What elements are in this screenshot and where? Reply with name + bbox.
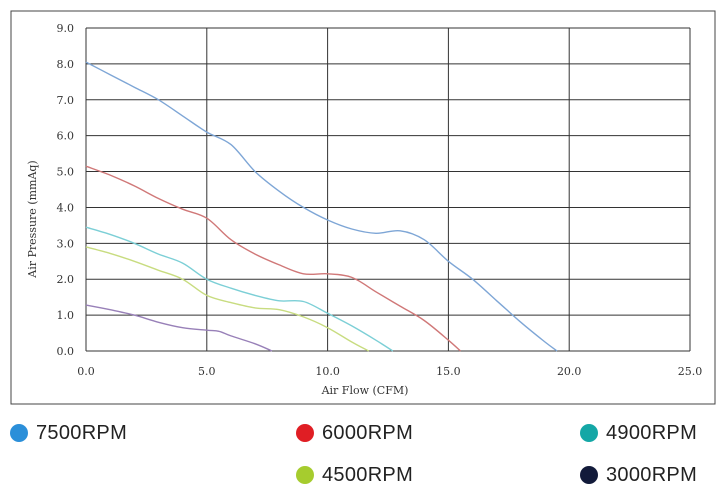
x-tick-label: 25.0	[678, 365, 703, 378]
y-tick-label: 8.0	[57, 58, 75, 71]
x-tick-label: 10.0	[315, 365, 340, 378]
y-tick-label: 6.0	[57, 130, 75, 143]
legend-label: 4500RPM	[322, 463, 414, 486]
legend-item-4500rpm: 4500RPM	[296, 462, 413, 488]
x-tick-label: 5.0	[198, 365, 216, 378]
x-tick-label: 20.0	[557, 365, 582, 378]
legend-item-6000rpm: 6000RPM	[296, 420, 413, 446]
series-line-7500rpm	[85, 61, 558, 352]
x-tick-label: 0.0	[77, 365, 95, 378]
series-line-6000rpm	[85, 165, 461, 352]
y-tick-label: 9.0	[57, 22, 75, 35]
legend-marker-6000rpm	[296, 424, 314, 442]
x-tick-label: 15.0	[436, 365, 461, 378]
legend-item-3000rpm: 3000RPM	[580, 462, 697, 488]
legend-label: 4900RPM	[606, 421, 698, 444]
legend-label: 6000RPM	[322, 421, 414, 444]
x-axis-label: Air Flow (CFM)	[321, 384, 409, 397]
y-tick-label: 5.0	[57, 166, 75, 179]
grid-lines	[85, 27, 691, 352]
legend-label: 3000RPM	[606, 463, 698, 486]
y-tick-label: 2.0	[57, 273, 75, 286]
legend-marker-4900rpm	[580, 424, 598, 442]
series-line-4900rpm	[85, 226, 394, 352]
series-line-4500rpm	[85, 246, 370, 352]
legend-marker-4500rpm	[296, 466, 314, 484]
y-tick-label: 7.0	[57, 94, 75, 107]
y-tick-label: 4.0	[57, 201, 75, 214]
series-lines	[85, 61, 558, 352]
y-tick-label: 1.0	[57, 309, 75, 322]
legend-marker-3000rpm	[580, 466, 598, 484]
legend-item-4900rpm: 4900RPM	[580, 420, 697, 446]
series-line-3000rpm	[85, 304, 273, 352]
legend-item-7500rpm: 7500RPM	[10, 420, 127, 446]
plot-frame-border	[10, 10, 716, 405]
y-tick-label: 3.0	[57, 237, 75, 250]
y-tick-label: 0.0	[57, 345, 75, 358]
legend-marker-7500rpm	[10, 424, 28, 442]
legend-label: 7500RPM	[36, 421, 128, 444]
tick-labels: 0.0 1.0 2.0 3.0 4.0 5.0 6.0 7.0 8.0 9.0 0.0 5.0 10.0…	[57, 22, 703, 378]
y-axis-label: Air Pressure (mmAq)	[26, 160, 39, 278]
